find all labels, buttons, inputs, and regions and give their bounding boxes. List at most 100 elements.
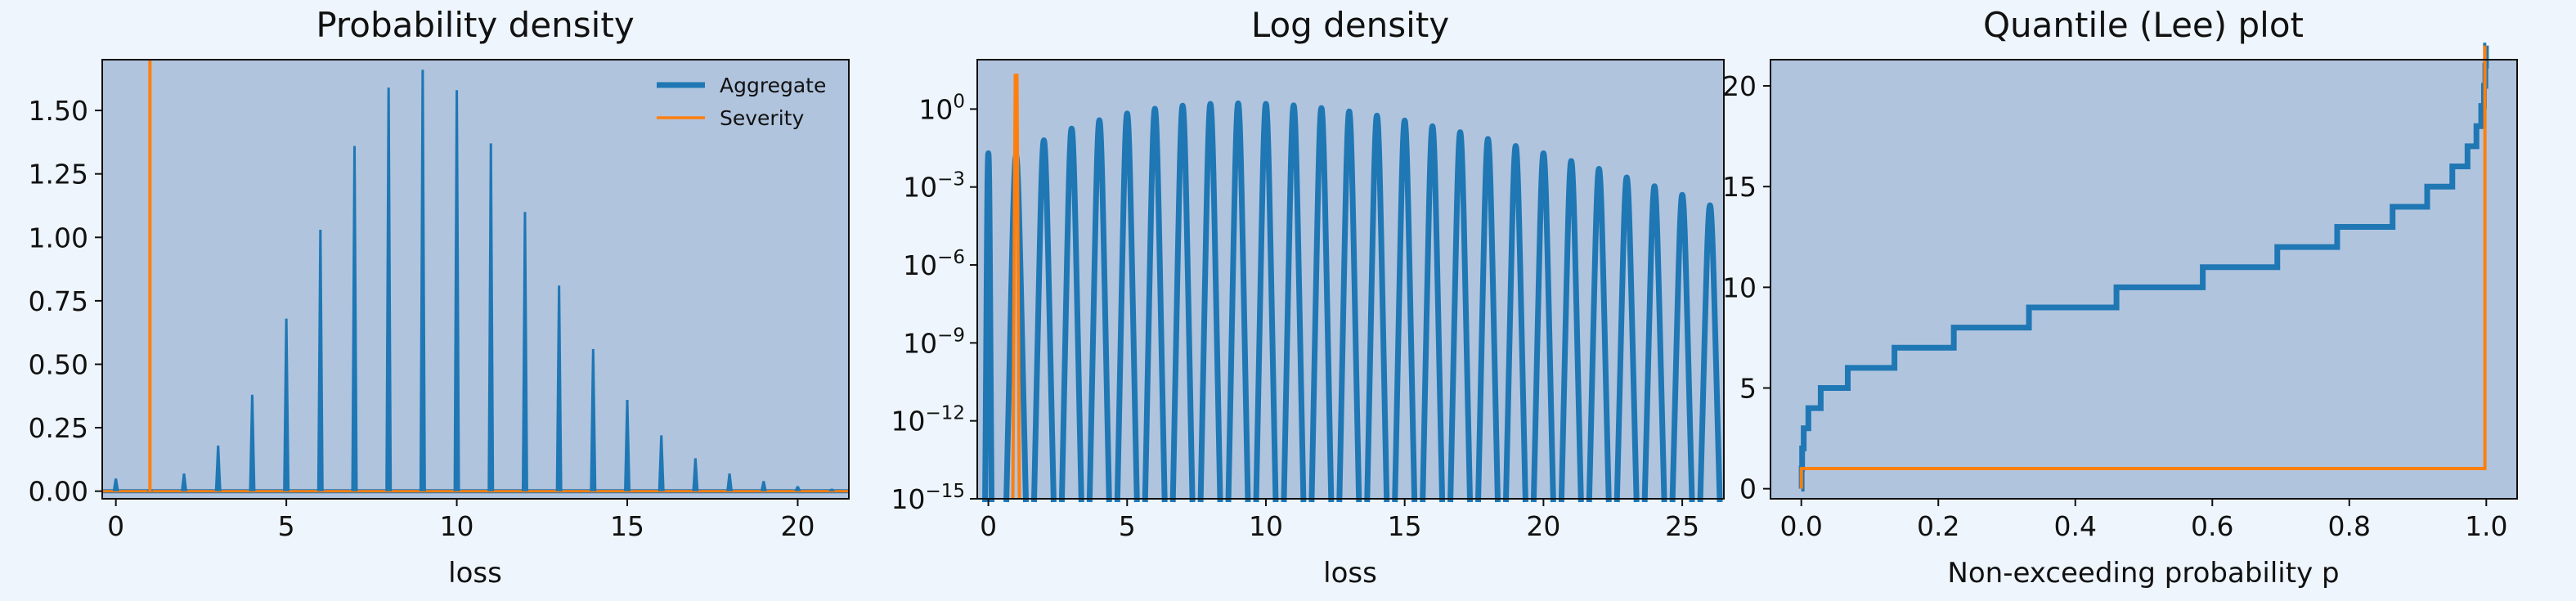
x-tick-label: 5	[1119, 510, 1136, 542]
aggregate-spike	[1613, 174, 1640, 503]
x-tick-label: 0.4	[2053, 510, 2096, 542]
aggregate-spike	[1281, 102, 1307, 503]
y-tick-label: 10	[1722, 271, 1757, 303]
aggregate-spike	[1225, 100, 1251, 503]
aggregate-spike	[487, 143, 495, 491]
y-tick-label: 5	[1739, 373, 1757, 405]
aggregate-spike	[1475, 136, 1501, 503]
x-axis-label: Non-exceeding probability p	[1947, 557, 2339, 590]
aggregate-spike	[249, 394, 256, 491]
aggregate-spike	[1641, 183, 1667, 503]
aggregate-spike	[181, 473, 188, 491]
aggregate-spike	[1142, 105, 1168, 503]
x-axis-label: loss	[448, 557, 502, 590]
y-tick-label: 0.50	[29, 348, 88, 380]
x-tick-label: 0.6	[2191, 510, 2233, 542]
x-tick-label: 1.0	[2465, 510, 2507, 542]
panel-probability-density: 0 5 10 15 20 0.00 0.25 0.50 0.75 1.00 1.25 1.50 Pro…	[29, 5, 850, 590]
aggregate-spike	[1530, 150, 1556, 503]
aggregate-spike	[982, 150, 995, 503]
axes-frame	[976, 59, 1725, 500]
x-tick-label: 0	[107, 510, 124, 542]
aggregate-spike	[214, 445, 222, 491]
aggregate-spike	[1086, 117, 1112, 503]
aggregate-spike	[283, 318, 290, 491]
aggregate-spike	[1336, 108, 1362, 503]
severity-quantile-line	[1799, 45, 2487, 489]
aggregate-spike	[1697, 202, 1723, 503]
aggregate-spike	[1197, 101, 1223, 503]
aggregate-spike	[657, 435, 665, 491]
x-tick-label: 25	[1665, 510, 1699, 542]
axes-frame	[101, 59, 850, 500]
ticks: 0 5 10 15 20 0.00 0.25 0.50 0.75 1.00 1.25 1.50	[29, 95, 815, 542]
aggregate-quantile-line	[1798, 43, 2489, 492]
y-tick-label: 20	[1722, 70, 1757, 102]
y-tick-label: 0	[1739, 473, 1757, 505]
aggregate-spike	[453, 90, 460, 491]
plot-area	[1798, 43, 2489, 492]
x-tick-label: 0.2	[1917, 510, 1959, 542]
y-tick-label: 1.00	[29, 222, 88, 253]
legend: Aggregate Severity	[657, 74, 826, 130]
aggregate-spike	[1502, 142, 1528, 503]
x-tick-label: 0.8	[2328, 510, 2371, 542]
aggregate-spike	[1558, 158, 1584, 503]
plot-area	[982, 74, 1723, 503]
aggregate-spike	[1392, 117, 1418, 503]
aggregate-spike	[351, 146, 358, 491]
aggregate-spike	[1030, 137, 1057, 503]
x-tick-label: 15	[610, 510, 644, 542]
legend-aggregate-label: Aggregate	[720, 74, 826, 97]
x-tick-label: 20	[780, 510, 815, 542]
aggregate-spike	[794, 486, 801, 491]
x-tick-label: 0.0	[1779, 510, 1822, 542]
aggregate-spike	[1420, 123, 1446, 503]
chart-title: Probability density	[316, 5, 634, 45]
y-tick-label: 0.75	[29, 285, 88, 317]
axes-frame	[1770, 59, 2518, 500]
aggregate-spike	[1447, 129, 1474, 503]
aggregate-spike	[1586, 165, 1612, 503]
aggregate-spike	[385, 87, 393, 491]
ticks: 0.0 0.2 0.4 0.6 0.8 1.0 0 5 10 15 20	[1722, 70, 2508, 542]
aggregate-spike	[1308, 105, 1335, 503]
aggregate-spike	[760, 481, 767, 491]
chart-title: Quantile (Lee) plot	[1983, 5, 2304, 45]
y-tick-label: 1.25	[29, 159, 88, 191]
aggregate-spike	[692, 458, 699, 491]
legend-severity-label: Severity	[720, 106, 804, 130]
aggregate-spike	[590, 348, 597, 491]
aggregate-spike	[1669, 191, 1695, 503]
x-tick-label: 15	[1388, 510, 1422, 542]
aggregate-spike	[555, 285, 563, 491]
severity-spike	[1011, 74, 1021, 500]
x-tick-label: 10	[1249, 510, 1283, 542]
x-tick-label: 5	[278, 510, 295, 542]
aggregate-spike	[1169, 102, 1196, 503]
x-tick-label: 20	[1526, 510, 1560, 542]
aggregate-spike	[112, 478, 119, 491]
panel-quantile-plot: 0.0 0.2 0.4 0.6 0.8 1.0 0 5 10 15 20 Quantile (Lee…	[1722, 5, 2518, 590]
axes-background	[1770, 60, 2517, 499]
aggregate-spike	[1253, 101, 1279, 503]
aggregate-spike	[419, 70, 426, 491]
x-axis-label: loss	[1323, 557, 1377, 590]
y-tick-label: 0.00	[29, 476, 88, 508]
axes-background	[102, 60, 849, 499]
aggregate-spike	[828, 488, 836, 491]
x-tick-label: 10	[440, 510, 474, 542]
aggregate-spike	[521, 212, 528, 491]
y-tick-label: 1.50	[29, 95, 88, 127]
aggregate-spike	[624, 399, 631, 491]
aggregate-spike	[1114, 110, 1140, 503]
y-tick-label: 15	[1722, 171, 1757, 203]
y-tick-label: 0.25	[29, 412, 88, 444]
aggregate-spike	[1058, 125, 1084, 503]
chart-title: Log density	[1251, 5, 1449, 45]
aggregate-spike	[316, 229, 324, 491]
plot-area	[102, 60, 849, 494]
aggregate-spike	[726, 473, 734, 491]
